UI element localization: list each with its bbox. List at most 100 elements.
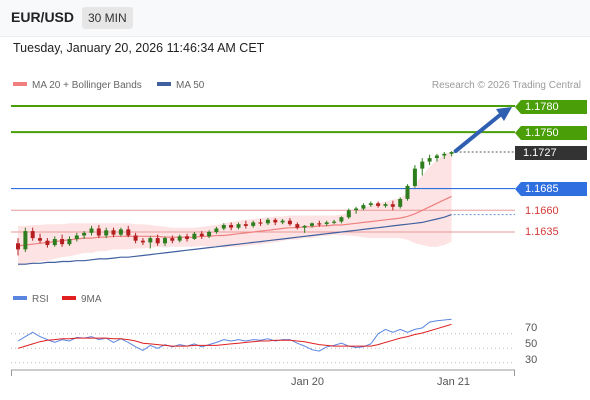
candle-body (302, 225, 307, 228)
candle-body (427, 158, 432, 162)
legend-rsi: RSI (13, 294, 49, 305)
candle-body (38, 238, 42, 241)
candle-body (60, 239, 65, 245)
legend-rsi-label: RSI (32, 294, 49, 305)
candle-body (30, 231, 35, 239)
legend-rsi-ma-label: 9MA (81, 294, 102, 305)
level-tag-1780: 1.1780 (515, 100, 587, 114)
current-price-tag: 1.1727 (515, 146, 587, 160)
support-label-1660: 1.1660 (525, 205, 559, 217)
candle-body (221, 225, 226, 229)
rsi-panel (11, 318, 515, 364)
ma50-swatch (157, 82, 171, 87)
candle-body (177, 236, 182, 241)
candle-body (111, 230, 116, 235)
candle-body (104, 230, 109, 236)
candles (16, 151, 454, 256)
candle-body (339, 217, 344, 222)
header-bar: EUR/USD 30 MIN (0, 0, 590, 37)
legend-ma20: MA 20 + Bollinger Bands (13, 80, 142, 91)
x-axis (11, 369, 515, 376)
candle-body (126, 229, 131, 236)
candle-body (265, 219, 270, 224)
candle-body (199, 233, 204, 237)
rsi-swatch (13, 296, 27, 301)
candle-body (368, 203, 373, 205)
candle-body (45, 240, 50, 245)
level-lines (11, 105, 515, 233)
projection-head (496, 107, 512, 121)
candle-body (192, 233, 197, 239)
ma50-line (18, 214, 452, 265)
candle-body (229, 225, 234, 228)
candle-body (295, 224, 300, 228)
candle-body (67, 239, 72, 245)
candle-body (361, 205, 366, 209)
candle-body (155, 238, 160, 244)
candle-body (185, 236, 189, 239)
candle-body (449, 152, 454, 154)
candle-body (332, 221, 337, 223)
candle-body (74, 235, 79, 239)
candle-body (354, 208, 359, 211)
candle-body (89, 228, 94, 233)
chart-timestamp: Tuesday, January 20, 2026 11:46:34 AM CE… (13, 41, 265, 55)
bollinger-layer (18, 151, 452, 266)
rsi-level-70: 70 (525, 322, 538, 334)
support-label-1635: 1.1635 (525, 226, 559, 238)
candle-body (317, 223, 322, 225)
bollinger-band-area (18, 151, 452, 266)
candle-body (140, 240, 145, 243)
candle-body (16, 243, 20, 250)
rsi-level-50: 50 (525, 338, 538, 350)
candle-body (148, 238, 153, 243)
candle-body (170, 238, 175, 241)
legend-rsi-ma: 9MA (62, 294, 102, 305)
candle-body (273, 219, 278, 223)
candle-body (390, 204, 395, 207)
candle-body (287, 220, 292, 225)
candle-body (442, 153, 447, 156)
projection-arrow (453, 107, 512, 154)
candle-body (405, 185, 410, 199)
rsi-ma-swatch (62, 296, 76, 301)
legend-ma50: MA 50 (157, 80, 204, 91)
candle-body (52, 239, 57, 246)
legend-ma50-label: MA 50 (176, 80, 205, 91)
rsi-line (17, 318, 452, 352)
legend-ma20-label: MA 20 + Bollinger Bands (32, 80, 142, 91)
candle-body (434, 155, 439, 159)
rsi-level-30: 30 (525, 354, 538, 366)
candle-body (133, 235, 138, 241)
timeframe-button[interactable]: 30 MIN (82, 7, 133, 29)
candle-body (324, 222, 329, 225)
ma20-line (17, 195, 452, 247)
level-tag-1750: 1.1750 (515, 126, 587, 140)
candle-body (398, 199, 403, 207)
pivot-tag: 1.1685 (515, 182, 587, 196)
candle-body (118, 229, 123, 235)
ma20-swatch (13, 82, 27, 87)
candle-body (280, 220, 285, 223)
projection-shaft (453, 113, 502, 154)
rsi-ma-line (17, 323, 452, 349)
candle-body (376, 203, 381, 206)
candle-body (96, 228, 101, 236)
x-label-jan20: Jan 20 (291, 376, 325, 388)
instrument-symbol: EUR/USD (11, 9, 75, 25)
candle-body (163, 238, 167, 244)
candle-body (258, 222, 263, 224)
x-label-jan21: Jan 21 (437, 376, 471, 388)
candle-body (251, 222, 256, 226)
candle-body (412, 168, 417, 186)
candle-body (420, 161, 425, 169)
credit-text: Research © 2026 Trading Central (431, 80, 581, 91)
candle-body (23, 231, 28, 250)
candle-body (236, 224, 241, 228)
candle-body (82, 232, 87, 236)
candle-body (207, 232, 212, 237)
candle-body (346, 210, 351, 218)
candle-body (310, 223, 314, 226)
